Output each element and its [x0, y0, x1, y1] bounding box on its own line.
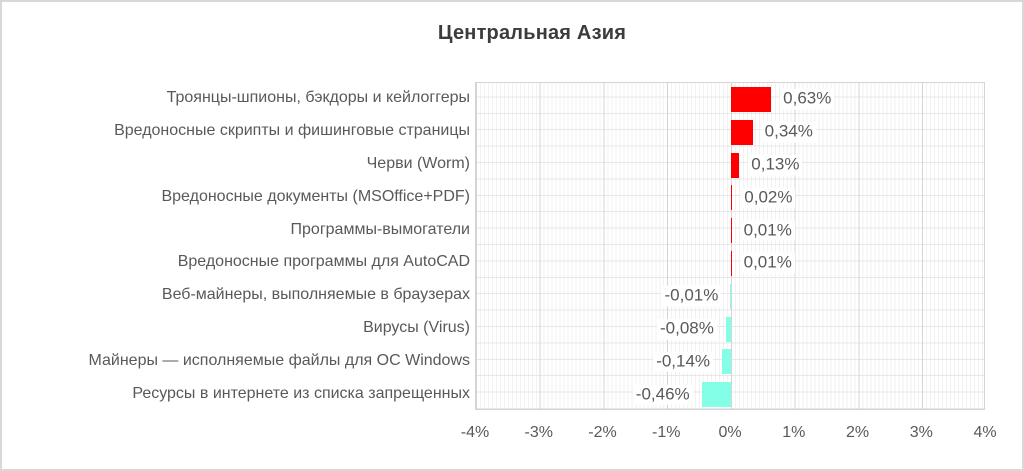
category-label: Вредоносные программы для AutoCAD [177, 253, 470, 271]
value-label: 0,01% [740, 253, 795, 274]
category-label: Вирусы (Virus) [363, 318, 470, 336]
bar-positive [731, 152, 740, 178]
bar-positive [731, 119, 753, 145]
value-label: -0,08% [657, 318, 717, 340]
bar-positive [731, 86, 772, 112]
x-axis-tick-label: -4% [460, 424, 490, 441]
bar-positive [731, 250, 732, 276]
value-label: 0,02% [741, 187, 796, 209]
bar-positive [731, 218, 732, 244]
bar-negative [725, 316, 731, 342]
category-label: Вредоносные документы (MSOffice+PDF) [161, 187, 470, 205]
category-label: Майнеры — исполняемые файлы для ОС Windo… [88, 351, 470, 369]
x-axis-tick-label: 3% [909, 424, 933, 441]
category-label: Ресурсы в интернете из списка запрещенны… [132, 384, 470, 402]
bar-negative [701, 382, 731, 408]
category-label: Вредоносные скрипты и фишинговые страниц… [114, 122, 470, 140]
category-axis: Троянцы-шпионы, бэкдоры и кейлоггеры Вред… [22, 82, 470, 410]
category-label: Троянцы-шпионы, бэкдоры и кейлоггеры [166, 89, 470, 107]
category-label: Черви (Worm) [366, 154, 470, 172]
x-axis-tick-label: 1% [782, 424, 806, 441]
x-axis-tick-label: -1% [652, 424, 681, 441]
value-label: 0,34% [761, 121, 816, 143]
plot-area: 0,63% 0,34% 0,13% 0,02% 0,01% 0,01% -0,01% -0,0… [475, 82, 985, 410]
x-axis-tick-label: 4% [973, 424, 997, 441]
bar-positive [731, 185, 733, 211]
bar-negative [722, 349, 731, 375]
x-axis-tick-label: -2% [588, 424, 617, 441]
chart-title: Центральная Азия [437, 22, 627, 44]
value-label: -0,01% [661, 285, 722, 307]
category-label: Программы-вымогатели [290, 220, 470, 238]
value-label: 0,63% [780, 89, 835, 110]
value-label: 0,13% [748, 154, 803, 176]
value-label: -0,14% [653, 351, 714, 373]
bar-negative [730, 283, 731, 309]
value-label: -0,46% [632, 384, 693, 405]
value-label: 0,01% [740, 220, 795, 241]
x-axis-tick-label: 2% [845, 424, 870, 441]
x-axis-tick-label: -3% [524, 424, 553, 441]
category-label: Веб-майнеры, выполняемые в браузерах [161, 286, 470, 304]
x-axis-tick-label: 0% [718, 424, 742, 441]
